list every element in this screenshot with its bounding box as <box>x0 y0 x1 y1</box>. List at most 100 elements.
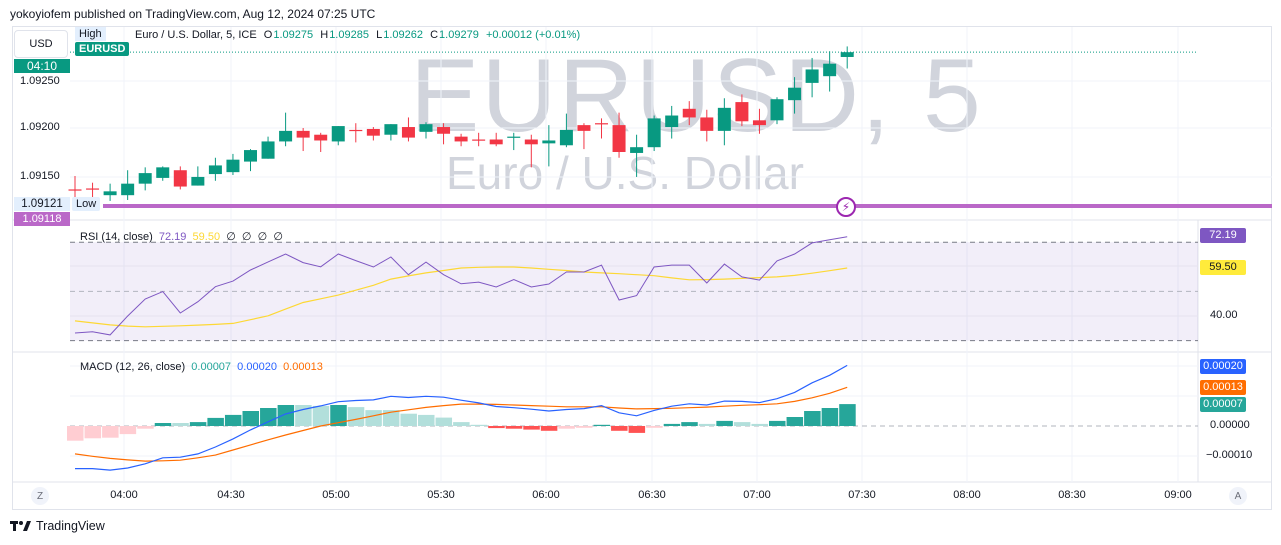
low-label: L <box>376 29 383 41</box>
candle-body <box>507 136 521 138</box>
macd-histogram-bar <box>821 408 839 426</box>
log-scale-button[interactable]: Z <box>31 487 49 505</box>
candle-body <box>595 123 608 125</box>
macd-histogram-bar <box>207 417 224 426</box>
macd-histogram-bar <box>347 407 365 426</box>
time-label: 07:30 <box>848 489 876 501</box>
candle-body <box>86 188 100 190</box>
candle-body <box>489 139 503 145</box>
time-label: 09:00 <box>1164 489 1192 501</box>
tradingview-logo-icon <box>10 521 31 531</box>
macd-histogram-bar <box>365 410 382 426</box>
candle-body <box>630 147 644 153</box>
macd-histogram-bar <box>172 423 189 426</box>
candle-body <box>542 140 556 144</box>
rsi-ma-line <box>74 266 848 328</box>
auto-scale-button[interactable]: A <box>1229 487 1247 505</box>
candle-body <box>735 102 749 122</box>
rsi-legend[interactable]: RSI (14, close) 72.19 59.50 ∅ ∅ ∅ ∅ <box>80 230 283 243</box>
rsi-ma-value: 59.50 <box>192 231 221 243</box>
macd-histogram-bar <box>400 413 417 426</box>
time-label: 08:30 <box>1058 489 1086 501</box>
close-value: 1.09279 <box>439 29 479 41</box>
rsi-axis-label: 40.00 <box>1210 309 1238 321</box>
macd-histogram-bar <box>681 422 698 426</box>
macd-histogram-bar <box>663 423 681 426</box>
candle-body <box>840 52 854 57</box>
macd-histogram-bar <box>418 414 435 426</box>
signal-badge: 0.00013 <box>1200 380 1246 395</box>
candle-body <box>665 115 679 128</box>
macd-histogram-bar <box>260 408 277 426</box>
currency-button[interactable]: USD <box>14 30 68 58</box>
candle-body <box>156 167 170 178</box>
low-value: 1.09262 <box>383 29 423 41</box>
macd-badge: 0.00020 <box>1200 359 1246 374</box>
candle-body <box>103 191 117 196</box>
publisher-line: yokoyiofem published on TradingView.com,… <box>10 7 376 21</box>
high-label: H <box>320 29 329 41</box>
candle-body <box>805 69 819 83</box>
candle-body <box>191 176 205 186</box>
macd-histogram-bar <box>733 422 751 426</box>
tradingview-logo[interactable]: TradingView <box>10 519 105 533</box>
macd-histogram-bar <box>593 424 610 426</box>
candle-body <box>752 120 766 126</box>
macd-legend[interactable]: MACD (12, 26, close) 0.00007 0.00020 0.0… <box>80 361 323 373</box>
macd-histogram-bar <box>277 405 295 426</box>
candle-body <box>419 124 433 132</box>
time-label: 05:30 <box>427 489 455 501</box>
macd-histogram-bar <box>575 426 593 428</box>
candle-body <box>559 129 573 146</box>
macd-histogram-bar <box>470 424 488 426</box>
macd-signal-value: 0.00013 <box>283 361 323 373</box>
candle-body <box>454 136 468 142</box>
candle-body <box>717 107 731 131</box>
macd-histogram-bar <box>154 423 172 426</box>
candle-body <box>384 124 398 135</box>
candle-body <box>612 125 626 152</box>
high-tag: High <box>75 27 106 41</box>
open-value: 1.09275 <box>273 29 314 41</box>
rsi-na: ∅ <box>241 231 252 243</box>
macd-histogram-bar <box>540 426 558 431</box>
candle-body <box>366 128 380 136</box>
rsi-na: ∅ <box>273 231 283 243</box>
high-value: 1.09285 <box>329 29 369 41</box>
macd-histogram-bar <box>839 404 856 426</box>
open-label: O <box>263 29 273 41</box>
low-tag: Low <box>72 197 101 211</box>
low-price-tag: 1.09121 <box>14 197 70 211</box>
symbol-tag: EURUSD <box>75 42 130 56</box>
macd-histogram-bar <box>646 426 663 428</box>
candle-body <box>472 139 486 141</box>
candle-body <box>437 127 451 134</box>
candle-body <box>226 159 240 173</box>
rsi-value: 72.19 <box>158 231 187 243</box>
macd-signal-line <box>74 386 848 462</box>
time-label: 06:30 <box>638 489 666 501</box>
low-line-price-tag: 1.09118 <box>14 212 70 226</box>
legend-title[interactable]: Euro / U.S. Dollar, 5, ICE <box>135 29 257 41</box>
macd-histogram-bar <box>224 414 242 426</box>
candle-body <box>823 63 837 77</box>
macd-line <box>75 364 848 471</box>
time-label: 06:00 <box>532 489 560 501</box>
lightning-icon[interactable]: ⚡ <box>836 197 856 217</box>
rsi-legend-title: RSI (14, close) <box>80 231 153 243</box>
macd-histogram-bar <box>804 411 821 426</box>
price-label: 1.09150 <box>20 170 60 182</box>
candle-body <box>208 165 222 175</box>
change-value: +0.00012 (+0.01%) <box>485 29 581 41</box>
macd-histogram-bar <box>698 423 716 426</box>
macd-histogram-bar <box>312 405 330 426</box>
macd-histogram-bar <box>330 405 347 426</box>
candle-body <box>577 125 591 131</box>
hist-badge: 0.00007 <box>1200 397 1246 412</box>
chart-frame <box>12 26 1272 510</box>
rsi-line <box>74 236 848 336</box>
time-label: 05:00 <box>322 489 350 501</box>
candle-body <box>138 173 152 184</box>
candle-body <box>331 126 345 142</box>
